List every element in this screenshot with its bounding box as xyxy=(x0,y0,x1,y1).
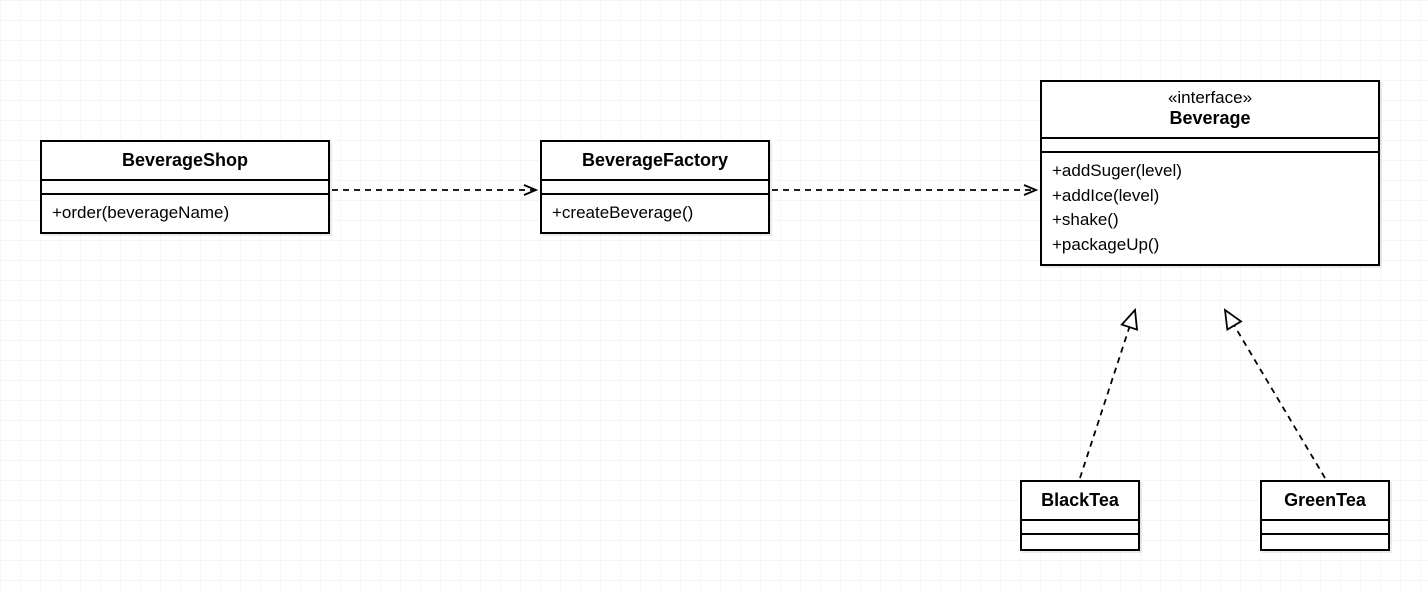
class-stereotype: «interface» xyxy=(1042,82,1378,108)
class-beverage-shop: BeverageShop +order(beverageName) xyxy=(40,140,330,234)
class-title: BeverageFactory xyxy=(542,142,768,181)
class-method: +packageUp() xyxy=(1052,233,1368,258)
class-method: +addSuger(level) xyxy=(1052,159,1368,184)
class-attributes-empty xyxy=(1022,521,1138,535)
class-method: +addIce(level) xyxy=(1052,184,1368,209)
class-black-tea: BlackTea xyxy=(1020,480,1140,551)
edge-greentea-to-beverage xyxy=(1225,310,1325,478)
class-attributes-empty xyxy=(1262,521,1388,535)
class-method: +order(beverageName) xyxy=(52,201,318,226)
class-title: Beverage xyxy=(1042,108,1378,137)
class-attributes-empty xyxy=(42,181,328,195)
class-methods-empty xyxy=(1022,535,1138,549)
class-methods-empty xyxy=(1262,535,1388,549)
class-title: GreenTea xyxy=(1262,482,1388,521)
interface-beverage: «interface» Beverage +addSuger(level) +a… xyxy=(1040,80,1380,266)
edge-blacktea-to-beverage xyxy=(1080,310,1135,478)
class-green-tea: GreenTea xyxy=(1260,480,1390,551)
class-methods: +createBeverage() xyxy=(542,195,768,232)
class-attributes-empty xyxy=(1042,139,1378,153)
class-methods: +addSuger(level) +addIce(level) +shake()… xyxy=(1042,153,1378,264)
class-method: +shake() xyxy=(1052,208,1368,233)
class-beverage-factory: BeverageFactory +createBeverage() xyxy=(540,140,770,234)
class-method: +createBeverage() xyxy=(552,201,758,226)
class-methods: +order(beverageName) xyxy=(42,195,328,232)
class-header: «interface» Beverage xyxy=(1042,82,1378,139)
class-title: BeverageShop xyxy=(42,142,328,181)
class-attributes-empty xyxy=(542,181,768,195)
class-title: BlackTea xyxy=(1022,482,1138,521)
